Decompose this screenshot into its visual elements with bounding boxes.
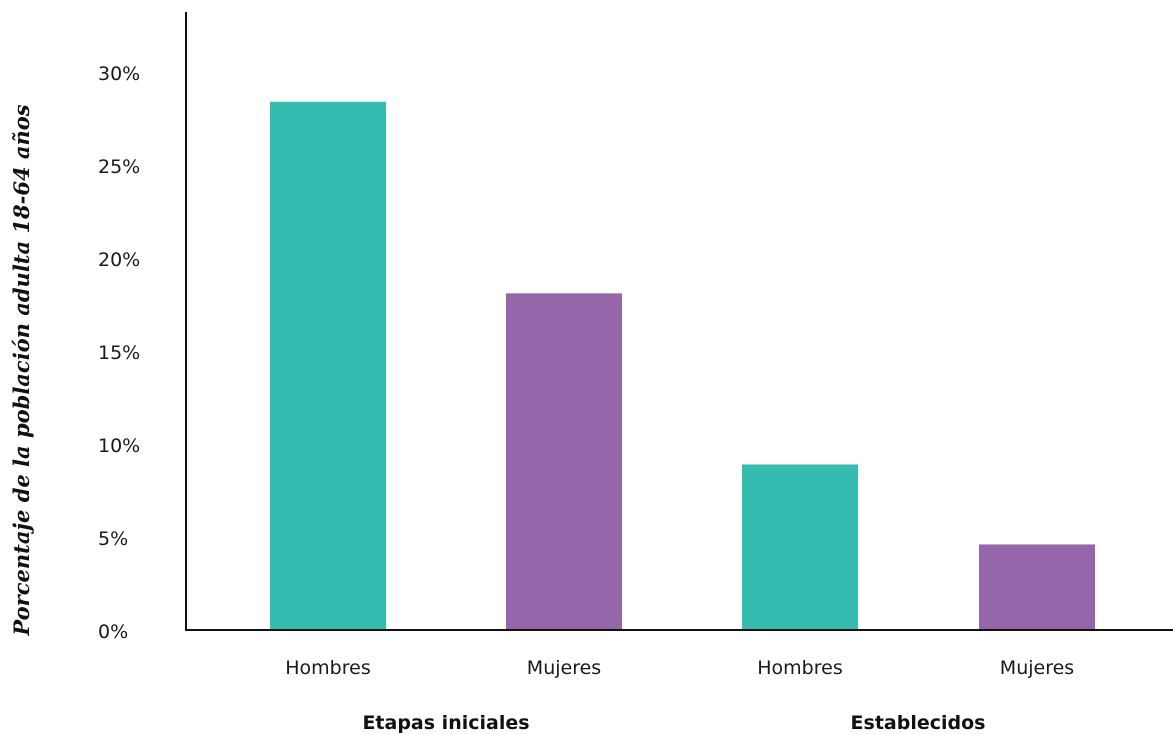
y-axis-ticks: 0% 5% 10% 15% 20% 25% 30% — [98, 63, 140, 643]
x-axis-group-labels: Etapas iniciales Establecidos — [362, 712, 985, 734]
x-category-label: Mujeres — [527, 657, 601, 679]
y-tick-label: 0% — [98, 621, 128, 643]
y-tick-label: 15% — [98, 342, 140, 364]
x-group-label: Etapas iniciales — [362, 712, 529, 734]
x-category-label: Mujeres — [1000, 657, 1074, 679]
x-category-label: Hombres — [285, 657, 370, 679]
y-tick-label: 10% — [98, 435, 140, 457]
y-tick-label: 20% — [98, 249, 140, 271]
bar-etapas-mujeres — [506, 293, 622, 630]
y-tick-label: 30% — [98, 63, 140, 85]
bar-establecidos-hombres — [742, 464, 858, 630]
bar-establecidos-mujeres — [979, 544, 1095, 630]
bars — [270, 101, 1095, 630]
x-axis-category-labels: Hombres Mujeres Hombres Mujeres — [285, 657, 1074, 679]
bar-etapas-hombres — [270, 101, 386, 630]
y-axis-title: Porcentaje de la población adulta 18-64 … — [9, 104, 34, 636]
x-group-label: Establecidos — [851, 712, 986, 734]
y-tick-label: 5% — [98, 528, 128, 550]
y-tick-label: 25% — [98, 156, 140, 178]
x-category-label: Hombres — [757, 657, 842, 679]
